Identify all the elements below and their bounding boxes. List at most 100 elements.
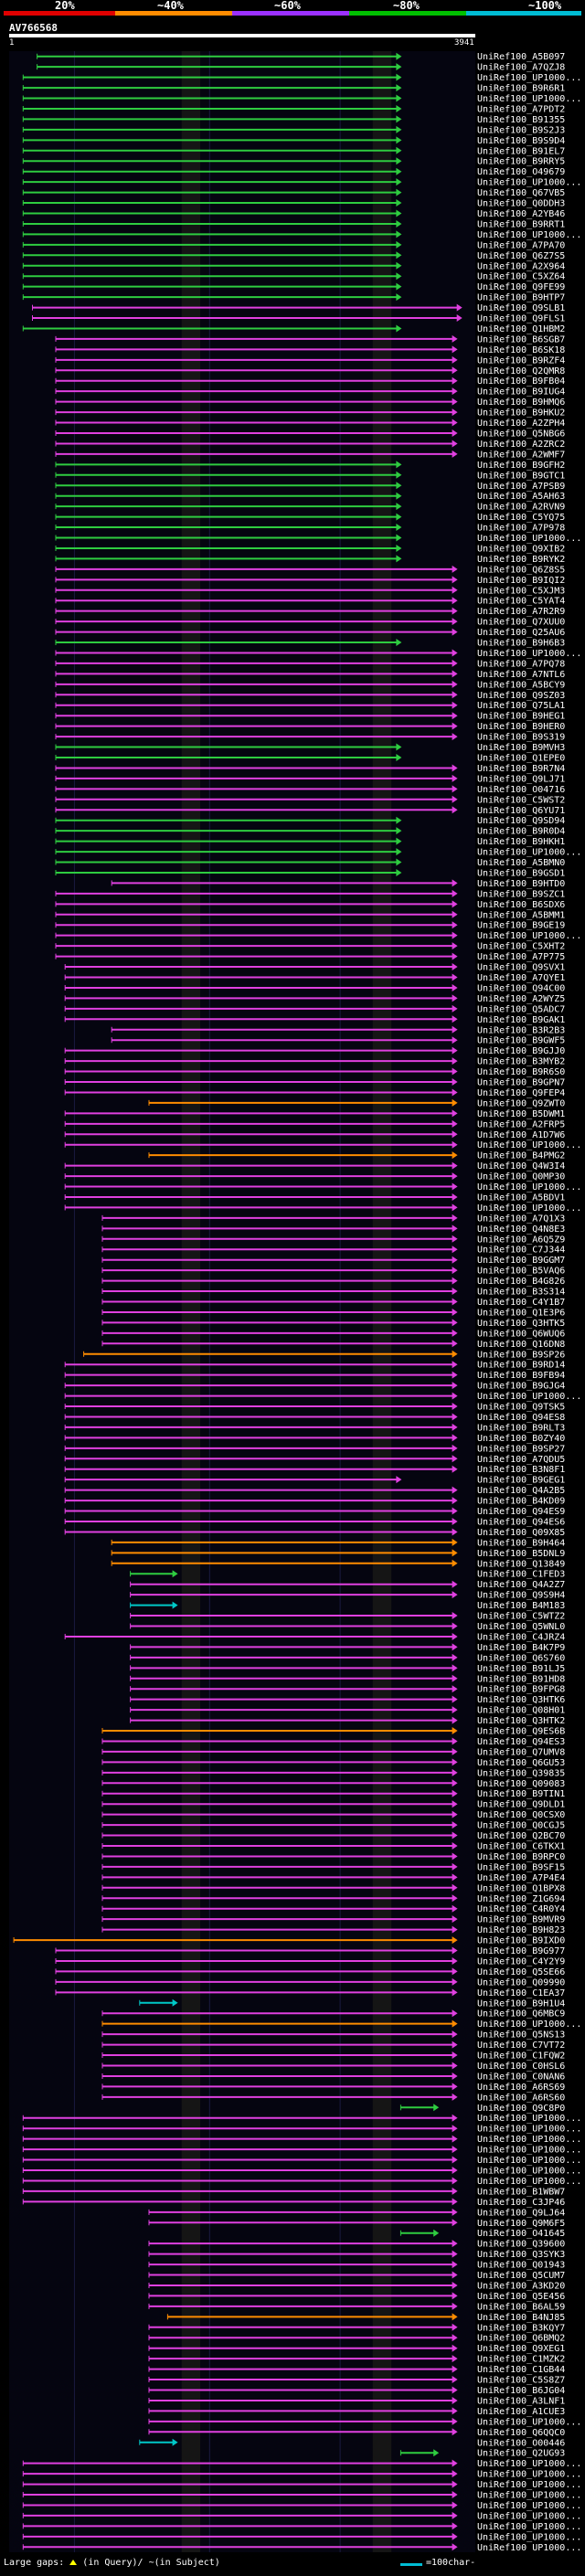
hit-row[interactable]: UniRef100_Q7UMV8	[101, 1747, 565, 1757]
hit-row[interactable]: UniRef100_A2ZRC2	[55, 440, 565, 450]
hit-label[interactable]: UniRef100_Q4A2B5	[477, 1486, 565, 1496]
hit-row[interactable]: UniRef100_UP1000...	[22, 2543, 581, 2552]
hit-label[interactable]: UniRef100_B9R6S0	[477, 1067, 565, 1077]
hit-row[interactable]: UniRef100_B9IQI2	[55, 576, 565, 586]
hit-label[interactable]: UniRef100_Q9TSK5	[477, 1403, 565, 1413]
hit-row[interactable]: UniRef100_B9HMQ6	[55, 398, 565, 408]
hit-row[interactable]: UniRef100_A7PQ78	[55, 659, 565, 669]
hit-row[interactable]: UniRef100_A2WMF7	[55, 450, 565, 460]
hit-row[interactable]: UniRef100_UP1000...	[22, 2114, 581, 2124]
hit-label[interactable]: UniRef100_B4NJ85	[477, 2313, 565, 2323]
hit-label[interactable]: UniRef100_Q9SZ03	[477, 691, 565, 701]
hit-row[interactable]: UniRef100_UP1000...	[64, 1203, 581, 1214]
hit-row[interactable]: UniRef100_C3JP46	[22, 2198, 565, 2208]
hit-row[interactable]: UniRef100_B9H464	[111, 1538, 565, 1548]
hit-label[interactable]: UniRef100_Q9FLS1	[477, 314, 565, 324]
hit-label[interactable]: UniRef100_B3N8F1	[477, 1465, 565, 1475]
hit-label[interactable]: UniRef100_UP1000...	[477, 2522, 581, 2532]
hit-row[interactable]: UniRef100_B9IXD0	[13, 1936, 565, 1946]
hit-label[interactable]: UniRef100_B0ZY40	[477, 1434, 565, 1444]
hit-row[interactable]: UniRef100_Q9XIB2	[55, 544, 565, 554]
hit-row[interactable]: UniRef100_B9GPN7	[64, 1078, 565, 1088]
hit-label[interactable]: UniRef100_UP1000...	[477, 2543, 581, 2552]
hit-row[interactable]: UniRef100_C4Y2Y9	[55, 1956, 565, 1966]
hit-row[interactable]: UniRef100_Q3HTK6	[130, 1695, 566, 1705]
hit-label[interactable]: UniRef100_B9FB94	[477, 1371, 565, 1381]
hit-row[interactable]: UniRef100_A6Q5Z9	[101, 1235, 565, 1245]
hit-label[interactable]: UniRef100_Q2UG93	[477, 2449, 565, 2459]
hit-label[interactable]: UniRef100_O04716	[477, 785, 565, 795]
hit-row[interactable]: UniRef100_B5DWM1	[64, 1109, 565, 1119]
hit-label[interactable]: UniRef100_B9H464	[477, 1538, 565, 1548]
hit-label[interactable]: UniRef100_Q3SYK3	[477, 2250, 565, 2260]
hit-label[interactable]: UniRef100_Q9FE99	[477, 282, 565, 292]
hit-row[interactable]: UniRef100_B6JG04	[148, 2386, 565, 2396]
hit-label[interactable]: UniRef100_A5B097	[477, 52, 565, 62]
hit-row[interactable]: UniRef100_C4JRZ4	[64, 1632, 565, 1642]
hit-row[interactable]: UniRef100_A7PDT2	[22, 104, 565, 114]
hit-label[interactable]: UniRef100_B9SF15	[477, 1862, 565, 1872]
hit-label[interactable]: UniRef100_B9RD14	[477, 1361, 565, 1371]
hit-label[interactable]: UniRef100_C5XZ64	[477, 272, 565, 282]
hit-label[interactable]: UniRef100_A1CUE3	[477, 2407, 565, 2417]
hit-label[interactable]: UniRef100_B4KD09	[477, 1497, 565, 1507]
hit-row[interactable]: UniRef100_B9HKU2	[55, 408, 565, 419]
hit-row[interactable]: UniRef100_Q9FE99	[22, 282, 565, 292]
hit-row[interactable]: UniRef100_B9GTC1	[55, 471, 565, 481]
hit-label[interactable]: UniRef100_UP1000...	[477, 2135, 581, 2145]
hit-row[interactable]: UniRef100_UP1000...	[22, 2511, 581, 2521]
hit-row[interactable]: UniRef100_UP1000...	[22, 2177, 581, 2187]
hit-label[interactable]: UniRef100_B9GEG1	[477, 1476, 565, 1486]
hit-row[interactable]: UniRef100_A7NTL6	[55, 670, 565, 680]
hit-row[interactable]: UniRef100_Q01943	[148, 2261, 565, 2271]
hit-row[interactable]: UniRef100_A7PA70	[22, 240, 565, 250]
hit-label[interactable]: UniRef100_Q0DDH3	[477, 199, 565, 209]
hit-label[interactable]: UniRef100_B6SDX6	[477, 900, 565, 910]
hit-label[interactable]: UniRef100_A2RVN9	[477, 503, 565, 513]
hit-row[interactable]: UniRef100_C1GB44	[148, 2365, 565, 2375]
hit-row[interactable]: UniRef100_Q4W3I4	[64, 1161, 565, 1171]
hit-label[interactable]: UniRef100_A5AH63	[477, 492, 565, 502]
hit-row[interactable]: UniRef100_Q9SLB1	[32, 303, 566, 313]
hit-label[interactable]: UniRef100_UP1000...	[477, 2532, 581, 2542]
hit-label[interactable]: UniRef100_UP1000...	[477, 2470, 581, 2480]
hit-row[interactable]: UniRef100_Q39835	[101, 1768, 565, 1778]
hit-label[interactable]: UniRef100_UP1000...	[477, 931, 581, 941]
hit-label[interactable]: UniRef100_A6RS60	[477, 2093, 565, 2103]
hit-row[interactable]: UniRef100_Q2BC70	[101, 1831, 565, 1841]
hit-row[interactable]: UniRef100_UP1000...	[22, 2532, 581, 2542]
hit-label[interactable]: UniRef100_B5DWM1	[477, 1109, 565, 1119]
hit-label[interactable]: UniRef100_B9GAK1	[477, 1015, 565, 1025]
hit-label[interactable]: UniRef100_Q5E456	[477, 2292, 565, 2302]
hit-label[interactable]: UniRef100_Q9SVX1	[477, 963, 565, 973]
hit-row[interactable]: UniRef100_Q67VB5	[22, 188, 565, 198]
hit-row[interactable]: UniRef100_B4PMG2	[148, 1151, 565, 1161]
hit-label[interactable]: UniRef100_Q9LJ71	[477, 774, 565, 784]
hit-label[interactable]: UniRef100_UP1000...	[477, 649, 581, 659]
hit-row[interactable]: UniRef100_A3LNF1	[148, 2396, 565, 2406]
hit-label[interactable]: UniRef100_B9RRY5	[477, 157, 565, 167]
hit-row[interactable]: UniRef100_Q4A2B5	[64, 1486, 565, 1496]
hit-row[interactable]: UniRef100_C7VT72	[101, 2041, 565, 2051]
hit-label[interactable]: UniRef100_B9GJJ0	[477, 1046, 565, 1056]
hit-label[interactable]: UniRef100_Q2BC70	[477, 1831, 565, 1841]
hit-label[interactable]: UniRef100_B6SGB7	[477, 334, 565, 345]
hit-row[interactable]: UniRef100_UP1000...	[64, 1392, 581, 1402]
hit-row[interactable]: UniRef100_Q5WNL0	[130, 1622, 566, 1632]
hit-row[interactable]: UniRef100_A7QDU5	[64, 1455, 565, 1465]
hit-label[interactable]: UniRef100_B9G977	[477, 1946, 565, 1956]
hit-row[interactable]: UniRef100_Q4A2Z7	[130, 1580, 566, 1590]
hit-row[interactable]: UniRef100_Q94ES6	[64, 1517, 565, 1527]
hit-row[interactable]: UniRef100_B91LJ5	[130, 1664, 566, 1674]
hit-label[interactable]: UniRef100_Q94ES8	[477, 1413, 565, 1423]
hit-row[interactable]: UniRef100_Q6YU71	[55, 806, 565, 816]
hit-row[interactable]: UniRef100_UP1000...	[55, 931, 581, 941]
hit-label[interactable]: UniRef100_B9R7N4	[477, 764, 565, 774]
hit-label[interactable]: UniRef100_Q09990	[477, 1977, 565, 1988]
hit-row[interactable]: UniRef100_C4Y1B7	[101, 1298, 565, 1308]
hit-label[interactable]: UniRef100_Q75LA1	[477, 701, 565, 711]
hit-label[interactable]: UniRef100_A2X964	[477, 261, 565, 271]
hit-label[interactable]: UniRef100_A3LNF1	[477, 2396, 565, 2406]
hit-label[interactable]: UniRef100_UP1000...	[477, 2146, 581, 2156]
hit-label[interactable]: UniRef100_UP1000...	[477, 2511, 581, 2521]
